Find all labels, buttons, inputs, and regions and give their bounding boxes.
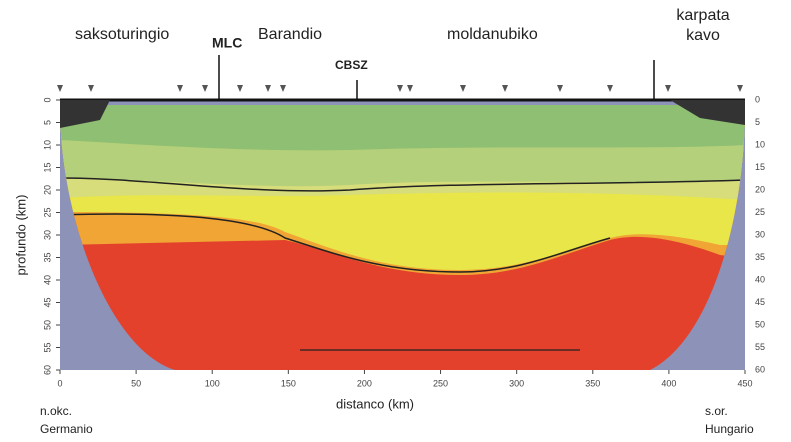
x-tick-label: 250: [433, 378, 448, 388]
y-tick-label: 20: [42, 185, 52, 195]
x-tick-label: 350: [585, 378, 600, 388]
y-tick-label: 0: [42, 97, 52, 102]
region-label: karpata: [676, 7, 729, 24]
x-tick-label: 150: [281, 378, 296, 388]
y-tick-label: 5: [42, 120, 52, 125]
y2-tick-label: 5: [755, 117, 760, 127]
y-tick-label: 35: [42, 252, 52, 262]
x-tick-label: 300: [509, 378, 524, 388]
x-tick-label: 100: [205, 378, 220, 388]
y-tick-label: 10: [42, 140, 52, 150]
y-tick-label: 55: [42, 342, 52, 352]
region-label: saksoturingio: [75, 26, 169, 43]
y2-tick-label: 30: [755, 229, 765, 239]
region-label: kavo: [686, 27, 720, 44]
y2-tick-label: 45: [755, 297, 765, 307]
x-axis-label: distanco (km): [336, 396, 414, 411]
layers: [60, 100, 745, 370]
y-tick-label: 40: [42, 275, 52, 285]
x-tick-label: 50: [131, 378, 141, 388]
y-tick-label: 60: [42, 365, 52, 375]
y2-tick-label: 10: [755, 139, 765, 149]
y2-tick-label: 20: [755, 184, 765, 194]
region-label: moldanubiko: [447, 26, 538, 43]
x-tick-label: 450: [737, 378, 752, 388]
y2-tick-label: 40: [755, 274, 765, 284]
corner-label: n.okc.: [40, 404, 72, 418]
corner-label: Hungario: [705, 422, 754, 436]
y2-tick-label: 50: [755, 319, 765, 329]
y2-tick-label: 55: [755, 342, 765, 352]
corner-label: Germanio: [40, 422, 93, 436]
y2-tick-label: 60: [755, 364, 765, 374]
y-tick-label: 30: [42, 230, 52, 240]
y-tick-label: 45: [42, 297, 52, 307]
y-axis-label: profundo (km): [13, 195, 28, 276]
region-label: CBSZ: [335, 58, 368, 72]
stations: [57, 85, 743, 92]
y-tick-label: 25: [42, 207, 52, 217]
chart: saksoturingio MLC Barandio CBSZ moldanub…: [0, 0, 791, 442]
x-tick-label: 0: [57, 378, 62, 388]
y-tick-label: 50: [42, 320, 52, 330]
y-tick-label: 15: [42, 162, 52, 172]
y2-tick-label: 15: [755, 162, 765, 172]
y2-tick-label: 0: [755, 94, 760, 104]
x-tick-label: 400: [661, 378, 676, 388]
region-label: Barandio: [258, 26, 322, 43]
x-tick-label: 200: [357, 378, 372, 388]
y2-tick-label: 35: [755, 252, 765, 262]
y2-tick-label: 25: [755, 207, 765, 217]
marker-line: [219, 55, 654, 100]
region-label: MLC: [212, 35, 242, 51]
corner-label: s.or.: [705, 404, 728, 418]
layer-green: [60, 100, 745, 150]
